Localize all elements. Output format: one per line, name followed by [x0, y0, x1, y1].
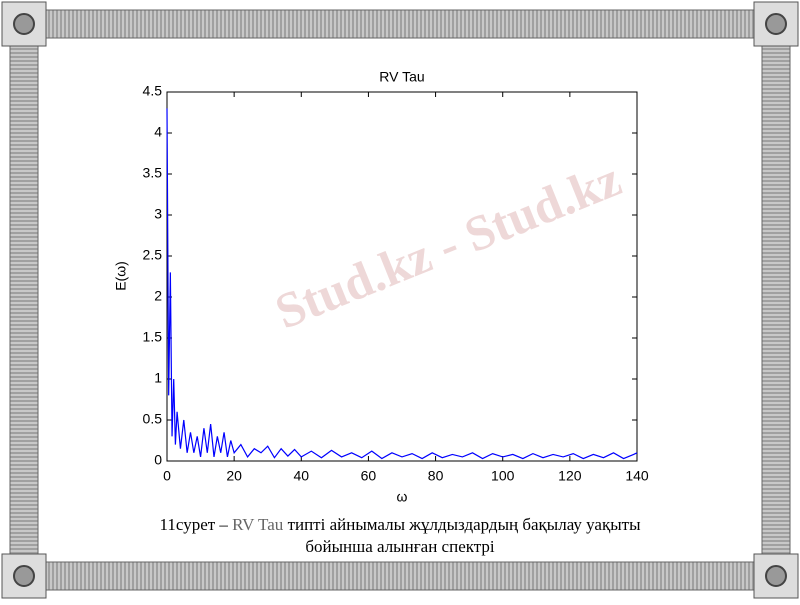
- x-axis-label: ω: [397, 489, 408, 505]
- y-axis-label: E(ω): [113, 261, 129, 291]
- x-tick-label: 0: [163, 468, 171, 484]
- caption-part: 11сурет –: [160, 515, 233, 534]
- chart-title: RV Tau: [379, 69, 424, 85]
- data-line: [166, 108, 638, 460]
- x-tick-label: 100: [491, 468, 515, 484]
- watermark: Stud.kz - Stud.kz: [267, 150, 628, 339]
- y-tick-label: 4: [154, 124, 162, 140]
- y-tick-label: 1: [154, 370, 162, 386]
- x-tick-label: 60: [361, 468, 377, 484]
- y-tick-label: 2: [154, 288, 162, 304]
- y-tick-label: 3: [154, 206, 162, 222]
- y-tick-label: 4.5: [143, 83, 163, 99]
- caption-part: типті айнымалы жұлдыздардың бақылау уақы…: [283, 515, 641, 534]
- x-tick-label: 120: [558, 468, 582, 484]
- plot-frame: [166, 91, 638, 462]
- x-tick-label: 140: [625, 468, 649, 484]
- y-tick-label: 0.5: [143, 411, 163, 427]
- y-tick-label: 2.5: [143, 247, 163, 263]
- y-tick-label: 1.5: [143, 329, 163, 345]
- y-tick-label: 3.5: [143, 165, 163, 181]
- caption-line: бойынша алынған спектрі: [305, 537, 495, 556]
- x-tick-label: 80: [428, 468, 444, 484]
- y-tick-label: 0: [154, 452, 162, 468]
- x-tick-label: 20: [226, 468, 242, 484]
- caption: 11сурет – RV Tau типті айнымалы жұлдызда…: [160, 515, 642, 534]
- x-tick-label: 40: [293, 468, 309, 484]
- caption-part: RV Tau: [232, 515, 284, 534]
